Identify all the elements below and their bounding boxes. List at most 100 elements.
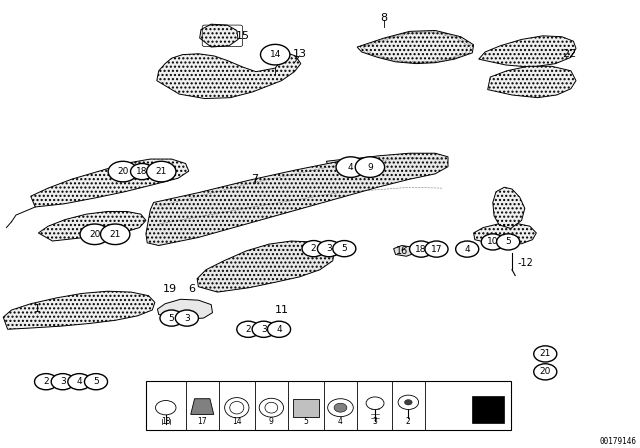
Text: 2: 2 <box>246 325 251 334</box>
Circle shape <box>317 241 340 257</box>
Text: 14: 14 <box>232 418 242 426</box>
Polygon shape <box>197 241 334 292</box>
Bar <box>146 381 511 430</box>
Circle shape <box>51 374 74 390</box>
Text: 5: 5 <box>342 244 347 253</box>
Text: 4: 4 <box>276 325 282 334</box>
Text: 4: 4 <box>348 163 353 172</box>
Ellipse shape <box>259 398 284 417</box>
Text: 6: 6 <box>189 284 195 294</box>
Text: 10: 10 <box>487 237 499 246</box>
Text: 15: 15 <box>236 31 250 41</box>
Circle shape <box>410 241 433 257</box>
Text: 18: 18 <box>136 167 148 176</box>
Text: 2: 2 <box>311 244 316 253</box>
Circle shape <box>336 157 365 177</box>
Circle shape <box>497 234 520 250</box>
Text: 9: 9 <box>269 418 274 426</box>
Text: 21: 21 <box>109 230 121 239</box>
Polygon shape <box>191 399 214 414</box>
Text: -12: -12 <box>517 258 533 268</box>
Polygon shape <box>488 66 576 98</box>
Text: 5: 5 <box>506 237 511 246</box>
Circle shape <box>534 364 557 380</box>
Ellipse shape <box>225 398 249 418</box>
Text: 17: 17 <box>197 418 207 426</box>
Text: 13: 13 <box>292 49 307 59</box>
Text: 4: 4 <box>465 245 470 254</box>
Text: 4: 4 <box>77 377 82 386</box>
Circle shape <box>334 403 347 412</box>
Text: 19: 19 <box>163 284 177 294</box>
Circle shape <box>160 310 183 326</box>
Circle shape <box>534 346 557 362</box>
Circle shape <box>302 241 325 257</box>
Polygon shape <box>394 246 415 256</box>
Text: 20: 20 <box>89 230 100 239</box>
Text: 3: 3 <box>261 325 266 334</box>
Circle shape <box>481 234 504 250</box>
Circle shape <box>366 397 384 409</box>
Circle shape <box>80 224 109 245</box>
Text: 20: 20 <box>117 167 129 176</box>
Circle shape <box>252 321 275 337</box>
Text: 5: 5 <box>169 314 174 323</box>
Text: 2: 2 <box>406 418 411 426</box>
Polygon shape <box>3 291 155 329</box>
Text: 14: 14 <box>269 50 281 59</box>
Circle shape <box>84 374 108 390</box>
Text: 2: 2 <box>44 377 49 386</box>
Polygon shape <box>38 211 146 241</box>
Circle shape <box>268 321 291 337</box>
Text: 9: 9 <box>367 163 372 172</box>
Polygon shape <box>326 158 390 174</box>
Circle shape <box>355 157 385 177</box>
Circle shape <box>425 241 448 257</box>
Circle shape <box>333 241 356 257</box>
Text: 1: 1 <box>34 304 40 314</box>
Polygon shape <box>157 299 212 319</box>
Text: 3: 3 <box>184 314 189 323</box>
Polygon shape <box>493 187 525 228</box>
Circle shape <box>328 399 353 417</box>
Circle shape <box>260 44 290 65</box>
Circle shape <box>131 164 154 180</box>
Polygon shape <box>31 159 189 207</box>
Text: 18: 18 <box>415 245 427 254</box>
Text: 7: 7 <box>251 174 259 184</box>
Text: 5: 5 <box>303 418 308 426</box>
Circle shape <box>404 400 412 405</box>
Circle shape <box>456 241 479 257</box>
Bar <box>293 399 319 417</box>
Polygon shape <box>146 153 448 246</box>
Circle shape <box>398 395 419 409</box>
Polygon shape <box>474 223 536 245</box>
Circle shape <box>100 224 130 245</box>
Text: 20: 20 <box>540 367 551 376</box>
Polygon shape <box>200 24 238 47</box>
Circle shape <box>147 161 176 182</box>
Text: 21: 21 <box>156 167 167 176</box>
Text: 16: 16 <box>396 246 408 256</box>
Text: 3: 3 <box>60 377 65 386</box>
Text: 00179146: 00179146 <box>600 437 637 446</box>
Circle shape <box>35 374 58 390</box>
Text: 5: 5 <box>93 377 99 386</box>
Bar <box>472 396 504 423</box>
Text: 4: 4 <box>338 418 343 426</box>
Polygon shape <box>157 53 301 99</box>
Text: 18: 18 <box>161 418 170 426</box>
Text: 3: 3 <box>326 244 332 253</box>
Polygon shape <box>479 36 576 67</box>
Circle shape <box>237 321 260 337</box>
Circle shape <box>175 310 198 326</box>
Circle shape <box>68 374 91 390</box>
Circle shape <box>108 161 138 182</box>
Polygon shape <box>357 30 474 64</box>
Text: 11: 11 <box>275 305 289 315</box>
Text: 22: 22 <box>563 49 577 59</box>
Text: 8: 8 <box>380 13 388 23</box>
Text: 17: 17 <box>431 245 442 254</box>
Text: 3: 3 <box>372 418 378 426</box>
Text: 21: 21 <box>540 349 551 358</box>
